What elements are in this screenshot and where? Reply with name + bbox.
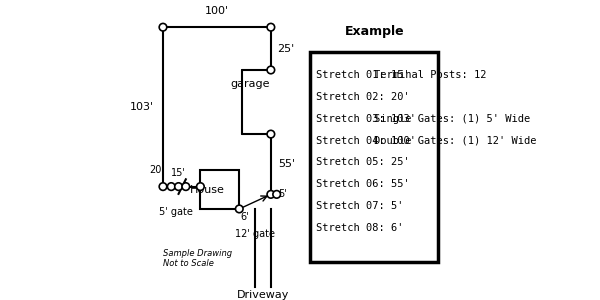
Text: Single Gates: (1) 5' Wide: Single Gates: (1) 5' Wide bbox=[374, 114, 530, 124]
Circle shape bbox=[273, 190, 280, 198]
Text: House: House bbox=[190, 184, 225, 194]
Bar bbox=[200, 170, 239, 209]
Text: Stretch 04: 100': Stretch 04: 100' bbox=[316, 136, 416, 146]
Text: 25': 25' bbox=[277, 44, 294, 54]
Text: Stretch 02: 20': Stretch 02: 20' bbox=[316, 92, 410, 102]
Text: 5': 5' bbox=[278, 189, 287, 200]
Circle shape bbox=[267, 66, 275, 74]
Text: Stretch 07: 5': Stretch 07: 5' bbox=[316, 201, 404, 211]
Text: Terminal Posts: 12: Terminal Posts: 12 bbox=[374, 70, 487, 80]
Text: Stretch 03: 103': Stretch 03: 103' bbox=[316, 114, 416, 124]
Circle shape bbox=[267, 190, 275, 198]
Text: Stretch 01: 15': Stretch 01: 15' bbox=[316, 70, 410, 80]
Text: Example: Example bbox=[344, 25, 404, 38]
Text: 20': 20' bbox=[150, 165, 164, 175]
Text: Stretch 05: 25': Stretch 05: 25' bbox=[316, 158, 410, 167]
Text: 5' gate: 5' gate bbox=[160, 207, 193, 217]
Circle shape bbox=[267, 23, 275, 31]
Circle shape bbox=[182, 183, 190, 190]
FancyBboxPatch shape bbox=[310, 52, 439, 262]
Circle shape bbox=[267, 130, 275, 138]
Text: 12' gate: 12' gate bbox=[235, 229, 275, 239]
Text: Driveway: Driveway bbox=[236, 290, 289, 300]
Circle shape bbox=[235, 205, 243, 213]
Text: Double Gates: (1) 12' Wide: Double Gates: (1) 12' Wide bbox=[374, 136, 537, 146]
Circle shape bbox=[167, 183, 175, 190]
Text: 103': 103' bbox=[130, 102, 154, 112]
Text: garage: garage bbox=[230, 79, 269, 89]
Text: Stretch 06: 55': Stretch 06: 55' bbox=[316, 179, 410, 189]
Circle shape bbox=[175, 183, 182, 190]
Text: Stretch 08: 6': Stretch 08: 6' bbox=[316, 223, 404, 233]
Text: 100': 100' bbox=[205, 5, 229, 16]
Text: Sample Drawing
Not to Scale: Sample Drawing Not to Scale bbox=[163, 249, 232, 268]
Text: 55': 55' bbox=[278, 159, 295, 169]
Circle shape bbox=[159, 23, 167, 31]
Text: 15': 15' bbox=[171, 168, 186, 178]
Circle shape bbox=[159, 183, 167, 190]
Text: 6': 6' bbox=[241, 212, 250, 222]
Circle shape bbox=[197, 183, 204, 190]
